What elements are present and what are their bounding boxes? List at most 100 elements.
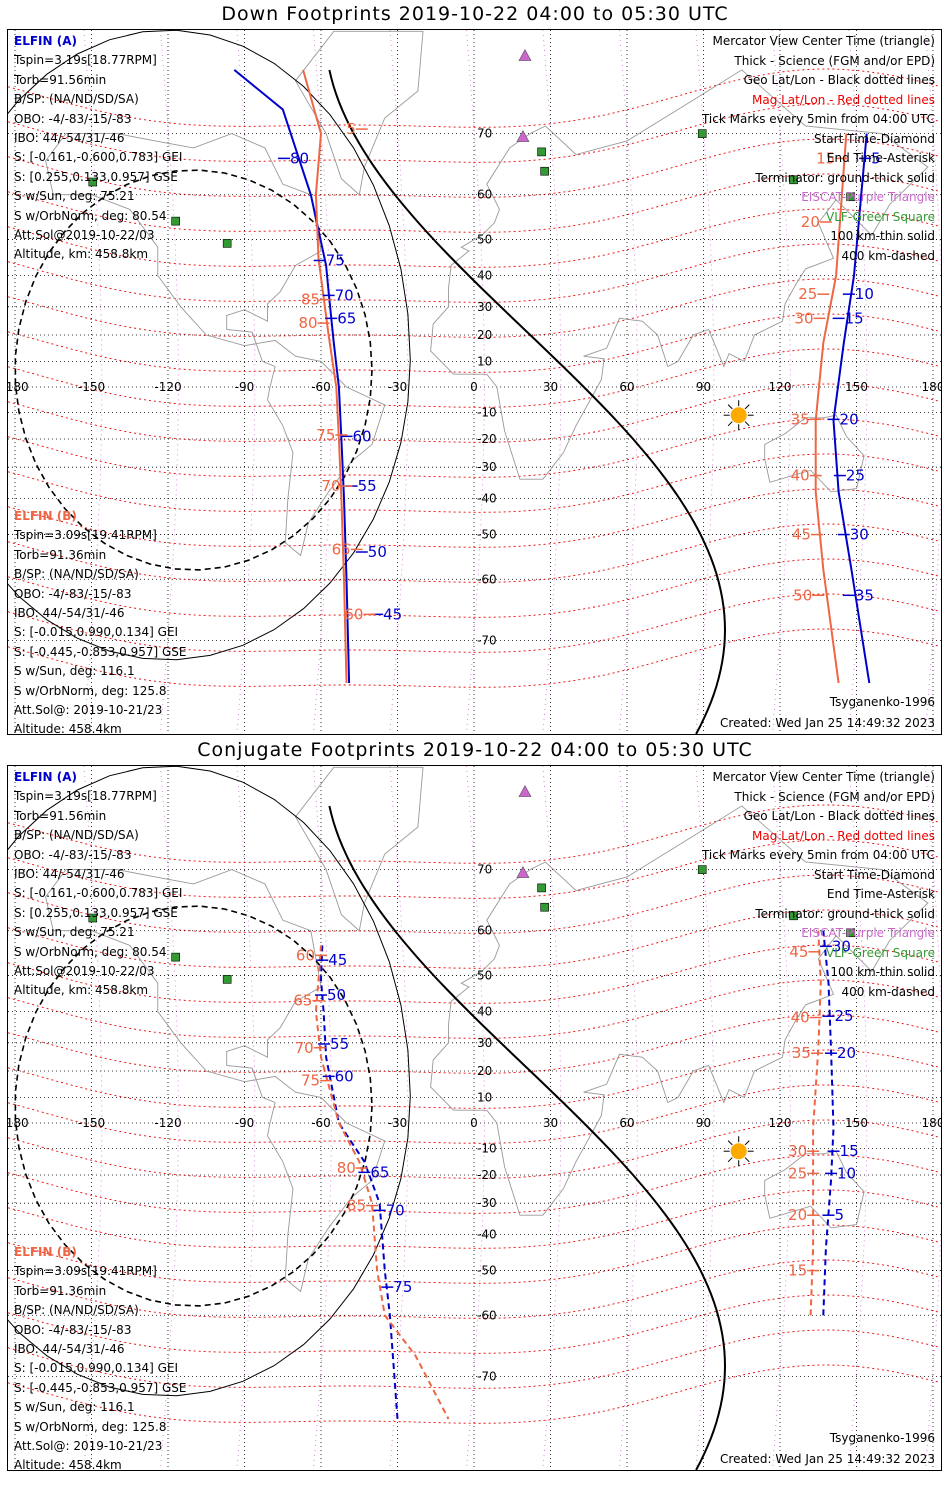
elfin-b-header: ELFIN (B) [14,509,77,523]
lat-tick-label: -10 [477,406,497,420]
mag-parallel [8,243,939,303]
tick-label: 50 [793,586,812,604]
tick-label: 75 [316,426,335,444]
legend-item: EISCAT-Purple Triangle [801,926,935,940]
tick-label: 30 [850,526,869,544]
tick-label: 20 [788,1206,807,1224]
tick-label: 65 [293,992,312,1010]
sun-ray [744,404,750,410]
elfin-a-line: Torb=91.56min [14,808,107,823]
mag-parallel [8,453,939,513]
tick-label: 5 [871,149,881,167]
tick-label: 60 [296,946,315,964]
tick-label: 70 [295,1039,314,1057]
elfin-b-line: Torb=91.36min [14,1283,107,1298]
lat-tick-label: 10 [477,1090,492,1104]
oval-100km [8,30,411,661]
mag-parallel [8,418,939,478]
mag-meridian [159,766,179,1467]
lat-tick-label: 60 [477,924,492,938]
tick-label: 15 [845,309,864,327]
vlf-square [222,975,232,984]
tick-label: 60 [335,1067,354,1085]
mag-meridian [389,30,409,731]
vlf-square [171,952,180,962]
vlf-square [537,147,546,157]
mag-meridian [465,766,485,1467]
lon-tick-label: 180 [922,1116,941,1130]
elfin-a-line: IBO: 44/-54/31/-46 [14,130,125,145]
vlf-square [540,902,549,912]
lat-tick-label: 40 [477,1005,492,1019]
elfin-b-line: Att.Sol@: 2019-10-21/23 [14,1438,163,1453]
mag-meridian [465,30,485,731]
tick-label: 5 [346,120,356,138]
legend-item: Geo Lat/Lon - Black dotted lines [743,809,935,823]
top-title: Down Footprints 2019-10-22 04:00 to 05:3… [221,3,729,25]
elfin-a-line: IBO: 44/-54/31/-46 [14,866,125,881]
sun-icon [730,407,747,424]
mag-parallel [8,383,939,443]
elfin-a-track-east [832,133,871,684]
legend-item: End Time-Asterisk [826,887,935,901]
mag-meridian [542,766,562,1467]
vlf-square [697,865,707,874]
mag-parallel [8,874,939,934]
elfin-b-line: S: [-0.015,0.990,0.134] GEI [14,1361,179,1376]
elfin-a-line: B/SP: (NA/ND/SD/SA) [14,92,139,107]
eiscat-triangle [516,865,530,878]
mag-meridian [236,766,256,1467]
mag-parallel [8,1154,939,1214]
tick-label: 25 [834,1007,853,1025]
tick-label: 65 [370,1163,389,1181]
mag-meridian [848,766,868,1467]
mag-parallel [8,208,939,268]
terminator [328,805,727,1470]
legend-item: 100 km-thin solid [830,229,935,243]
tick-label: 45 [789,943,808,961]
tick-label: 60 [344,605,363,623]
vlf-square [697,129,707,138]
tick-label: 40 [791,467,810,485]
lon-tick-label: 90 [696,1116,711,1130]
lon-tick-label: -180 [8,1116,29,1130]
lat-tick-label: -30 [477,1196,497,1210]
lat-tick-label: 70 [477,127,492,141]
tick-label: 20 [840,410,859,428]
tick-label: 25 [798,285,817,303]
elfin-a-line: S: [0.255,0.133,0.957] GSE [14,169,178,184]
lon-tick-label: -90 [235,380,255,394]
tick-label: 15 [816,149,835,167]
sun-ray [727,1157,733,1163]
legend-item: Mag Lat/Lon - Red dotted lines [751,828,935,843]
lat-tick-label: 10 [477,354,492,368]
lat-tick-label: -60 [477,1308,497,1322]
vlf-square [540,166,549,176]
tick-label: 35 [855,586,874,604]
legend-item: Tick Marks every 5min from 04:00 UTC [701,112,935,126]
lat-tick-label: -70 [477,633,497,647]
lon-tick-label: 30 [543,380,558,394]
mag-parallel [8,804,939,864]
legend-item: Mercator View Center Time (triangle) [712,34,935,48]
tick-label: 85 [301,291,320,309]
lat-tick-label: -50 [477,1264,497,1278]
sun-ray [727,404,733,410]
lon-tick-label: -120 [154,380,181,394]
elfin-a-line: Tspin=3.19s[18.77RPM] [14,789,157,804]
legend-item: EISCAT-Purple Triangle [801,190,935,204]
legend-item: Terminator: ground-thick solid [755,170,935,185]
created-label: Created: Wed Jan 25 14:49:32 2023 [720,1452,935,1466]
elfin-b-line: Torb=91.36min [14,547,107,562]
mag-parallel [8,558,939,618]
legend-item: Mag Lat/Lon - Red dotted lines [751,92,935,107]
tick-label: 50 [327,986,346,1004]
legend-item: Mercator View Center Time (triangle) [712,770,935,784]
elfin-a-line: S: [-0.161,-0.600,0.783] GEI [14,150,183,165]
coastline [430,69,929,480]
elfin-a-track-east [822,930,835,1316]
sun-ray [727,1140,733,1146]
lon-tick-label: 60 [619,380,634,394]
mag-parallel [8,979,939,1039]
tick-label: 10 [855,285,874,303]
